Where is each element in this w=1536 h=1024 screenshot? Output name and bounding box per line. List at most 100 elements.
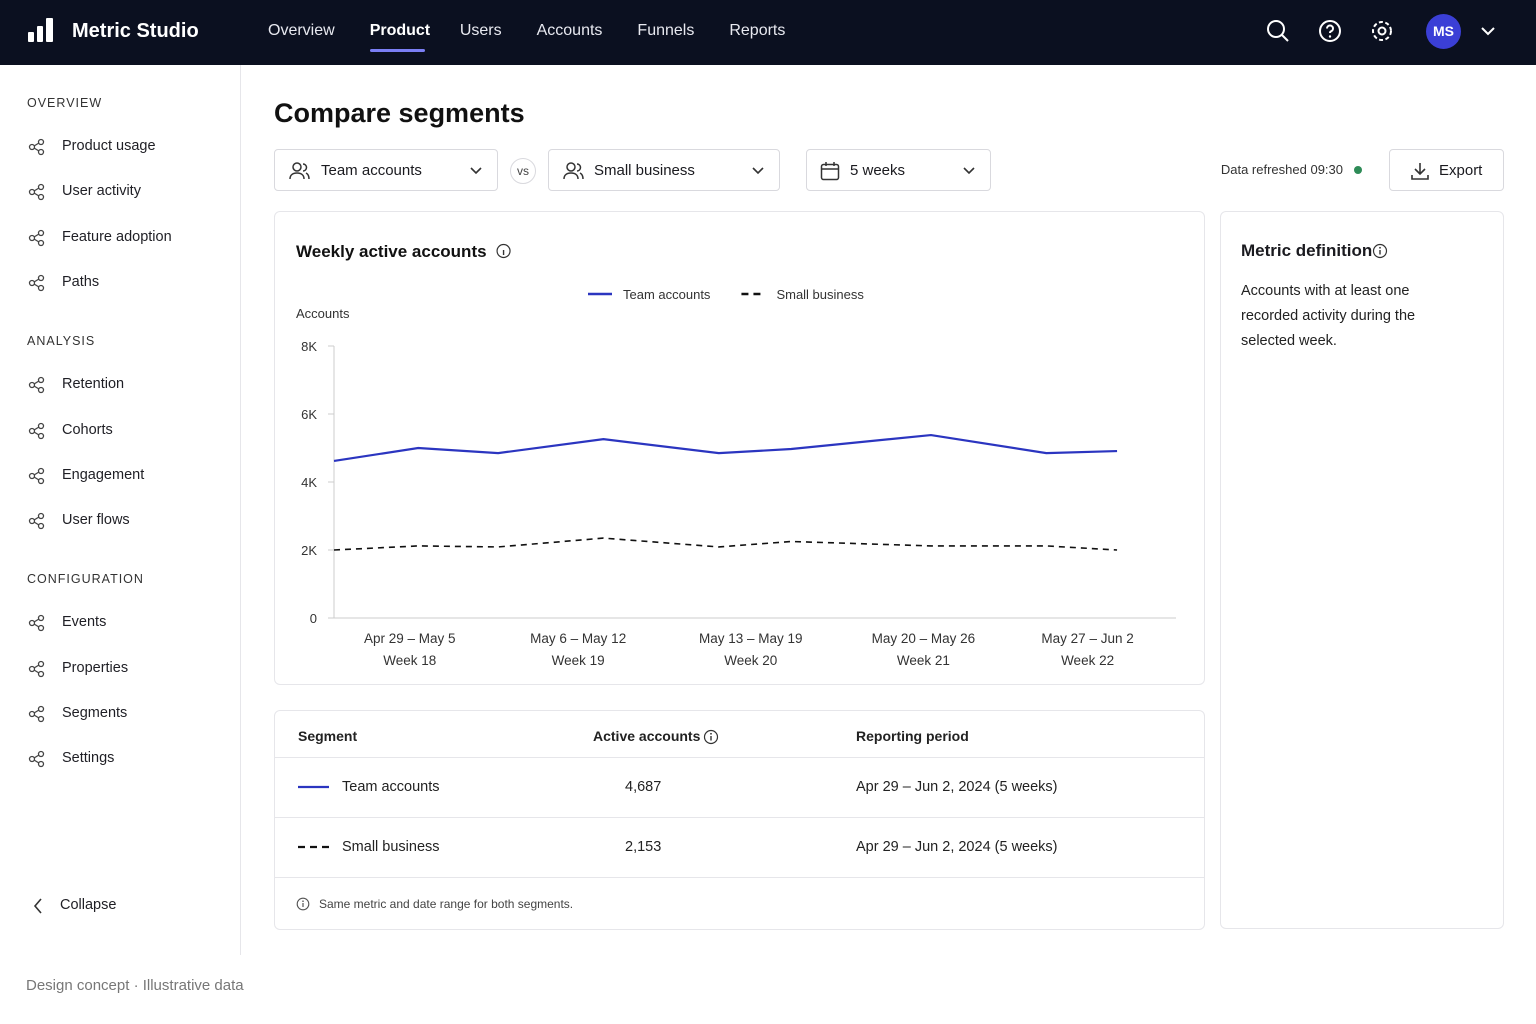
y-tick-label: 6K [301, 407, 317, 422]
page-title: Compare segments [274, 98, 525, 128]
collapse-button[interactable]: Collapse [60, 897, 117, 913]
settings-icon[interactable] [1370, 19, 1394, 43]
sidebar-icon [28, 751, 45, 768]
brand-logo [28, 18, 53, 42]
sidebar-item[interactable]: Properties [62, 659, 129, 676]
sidebar-icon [28, 229, 45, 246]
row-divider [275, 817, 1204, 818]
legend-label: Team accounts [623, 287, 711, 302]
y-axis-label: Accounts [296, 306, 350, 321]
sidebar-item[interactable]: Settings [62, 750, 115, 767]
chart-card: Weekly active accounts Accounts Team accou… [274, 211, 1205, 685]
sidebar-item[interactable]: Feature adoption [62, 228, 172, 245]
sidebar-item[interactable]: Paths [62, 273, 100, 290]
segment-b-dropdown[interactable]: Small business [548, 149, 780, 191]
nav-link[interactable]: Overview [268, 22, 335, 39]
x-tick-label: Apr 29 – May 5 [364, 631, 456, 646]
nav-link[interactable]: Users [459, 22, 502, 39]
chart: Weekly active accounts Accounts Team accou… [296, 242, 1176, 668]
x-tick-label: May 20 – May 26 [872, 631, 976, 646]
x-tick-sublabel: Week 20 [724, 653, 777, 668]
info-icon[interactable] [703, 729, 719, 745]
segment-b-label: Small business [594, 162, 695, 179]
users-icon [563, 162, 584, 180]
table-cell: Apr 29 – Jun 2, 2024 (5 weeks) [856, 779, 1058, 795]
table-note: Same metric and date range for both segm… [319, 897, 574, 911]
status-dot [1354, 166, 1362, 174]
chevron [752, 167, 764, 175]
legend-label: Small business [776, 287, 864, 302]
table-cell: 2,153 [625, 839, 662, 855]
chevron [963, 167, 975, 175]
sidebar-icon [28, 660, 45, 677]
sidebar-item[interactable]: User flows [62, 512, 130, 529]
range-dropdown[interactable]: 5 weeks [806, 149, 991, 191]
row-divider [275, 757, 1204, 758]
sidebar-icon [28, 422, 45, 439]
chevron [470, 167, 482, 175]
sidebar-icon [28, 274, 45, 292]
active-underline [369, 49, 425, 52]
users-icon [289, 162, 310, 180]
sidebar-item[interactable]: Cohorts [62, 421, 113, 438]
y-tick-label: 0 [310, 611, 317, 626]
sidebar-item[interactable]: Retention [62, 376, 125, 393]
search-icon[interactable] [1266, 19, 1290, 43]
avatar[interactable]: MS [1426, 14, 1461, 49]
table-header: Reporting period [856, 728, 969, 744]
sidebar-item[interactable]: User activity [62, 183, 141, 200]
export-label: Export [1439, 162, 1483, 179]
x-tick-label: May 13 – May 19 [699, 631, 803, 646]
table-cell: 4,687 [625, 779, 662, 795]
brand-name: Metric Studio [72, 20, 199, 42]
table-cell: Apr 29 – Jun 2, 2024 (5 weeks) [856, 839, 1058, 855]
info-icon [296, 897, 310, 911]
sidebar-icon [28, 615, 45, 632]
sidebar-icon [28, 512, 45, 530]
footer-note: Design concept · Illustrative data [26, 977, 244, 994]
sidebar-item[interactable]: Segments [62, 705, 128, 721]
nav-link[interactable]: Accounts [536, 22, 603, 39]
definition-card: Metric definition Accounts with at least… [1220, 211, 1504, 929]
collapse-icon[interactable] [32, 897, 44, 915]
table-cell: Team accounts [342, 779, 440, 795]
chart-title: Weekly active accounts [296, 242, 487, 261]
definition-title: Metric definition [1241, 241, 1373, 260]
summary-table: Segment Active accounts Reporting period Te… [274, 710, 1205, 930]
x-tick-sublabel: Week 21 [897, 653, 950, 668]
segment-a-dropdown[interactable]: Team accounts [274, 149, 498, 191]
series-swatch [298, 785, 329, 789]
sidebar-section-title: CONFIGURATION [27, 572, 144, 587]
nav-link[interactable]: Funnels [637, 22, 695, 39]
sidebar-section-title: ANALYSIS [27, 334, 96, 349]
export-button[interactable]: Export [1389, 149, 1504, 191]
sidebar-section-title: OVERVIEW [27, 96, 103, 110]
nav-link[interactable]: Reports [729, 22, 786, 39]
sidebar-icon [28, 467, 45, 484]
x-tick-sublabel: Week 18 [383, 653, 436, 668]
sidebar-item[interactable]: Engagement [62, 466, 145, 483]
help-icon[interactable] [1318, 19, 1342, 43]
nav-link[interactable]: Product [369, 22, 431, 39]
series-line [333, 537, 1118, 551]
sidebar-item[interactable]: Product usage [62, 138, 156, 154]
segment-a-label: Team accounts [321, 162, 422, 179]
sidebar-icon [28, 705, 45, 723]
sidebar-icon [28, 377, 45, 394]
refresh-status: Data refreshed 09:30 [1220, 162, 1343, 177]
x-tick-sublabel: Week 22 [1061, 653, 1114, 668]
table-header: Active accounts [593, 728, 701, 744]
definition-text: Accounts with at least one recorded acti… [1241, 283, 1416, 349]
vs-badge: vs [510, 158, 536, 184]
x-tick-label: May 27 – Jun 2 [1041, 631, 1133, 646]
y-tick-label: 2K [301, 543, 317, 558]
info-icon[interactable] [1372, 243, 1388, 259]
account-menu-chevron[interactable] [1480, 25, 1496, 37]
top-nav: Metric Studio Overview Product Users Accoun… [0, 0, 1536, 65]
sidebar-item[interactable]: Events [62, 614, 107, 631]
y-tick-label: 4K [301, 475, 317, 490]
range-label: 5 weeks [850, 162, 906, 179]
x-tick-label: May 6 – May 12 [530, 631, 626, 646]
sidebar-icon [28, 138, 45, 156]
